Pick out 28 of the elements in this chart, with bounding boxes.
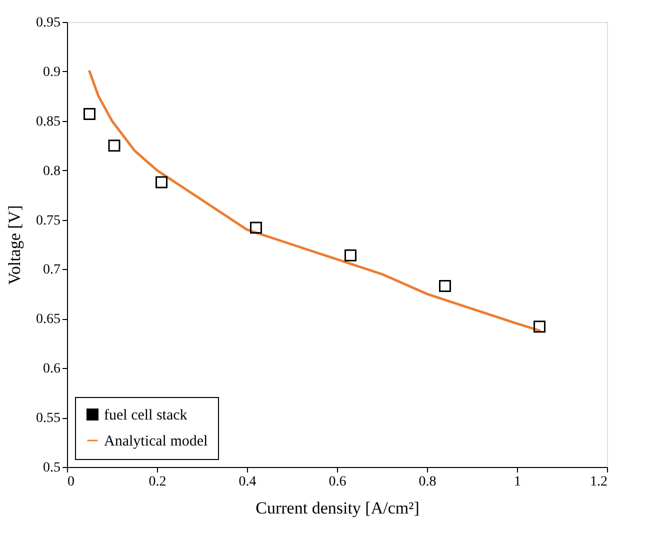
x-tick-label: 0.8 <box>418 474 436 490</box>
point <box>534 320 546 333</box>
x-tick-label: 0.4 <box>238 474 256 490</box>
point <box>108 140 120 152</box>
point <box>156 176 168 188</box>
legend-label: fuel cell stack <box>104 408 188 424</box>
x-axis-title: Current density [A/cm²] <box>256 498 420 518</box>
y-tick-label: 0.9 <box>43 64 60 80</box>
x-tick-label: 1.2 <box>590 474 608 490</box>
y-tick-label: 0.75 <box>36 213 60 228</box>
y-tick-label: 0.8 <box>43 164 60 179</box>
x-tick-label: 1 <box>514 474 521 490</box>
point <box>84 108 96 120</box>
y-tick-label: 0.6 <box>43 362 60 377</box>
point <box>344 249 356 262</box>
y-axis-title: Voltage [V] <box>5 205 24 285</box>
y-tick-label: 0.65 <box>36 312 60 328</box>
legend-label: Analytical model <box>104 434 208 450</box>
y-tick-label: 0.85 <box>36 114 60 130</box>
x-tick-label: 0.2 <box>148 474 166 490</box>
point <box>439 280 451 292</box>
y-tick-label: 0.55 <box>36 411 60 426</box>
x-tick-label: 0 <box>68 474 74 490</box>
x-tick-label: 0.6 <box>328 474 346 490</box>
point <box>250 222 262 234</box>
y-tick-label: 0.5 <box>43 460 60 476</box>
y-tick-label: 0.7 <box>43 262 60 278</box>
y-tick-label: 0.95 <box>36 16 60 30</box>
